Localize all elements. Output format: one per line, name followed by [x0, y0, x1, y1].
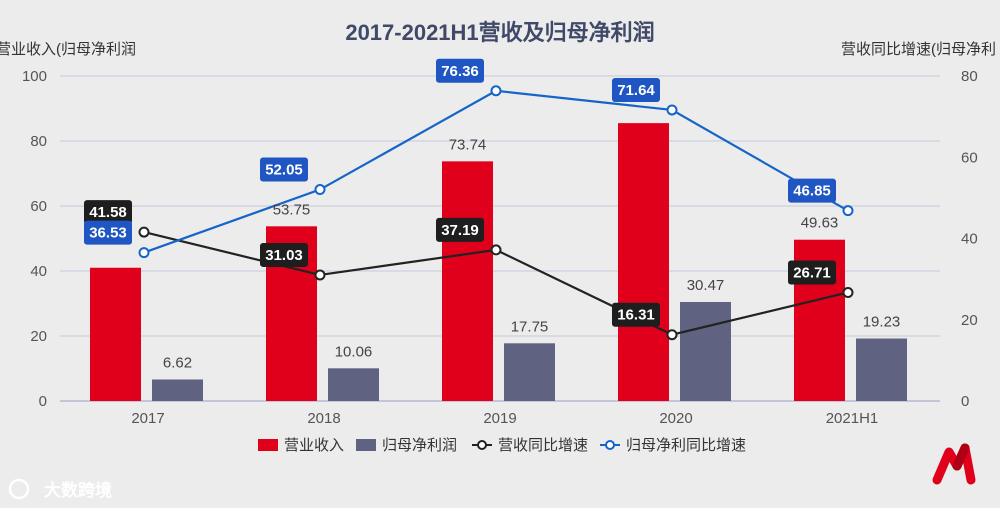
net-profit-value-label: 10.06 [335, 343, 373, 360]
net-profit-bar [856, 338, 907, 401]
profit-growth-line [143, 89, 849, 254]
gridlines [60, 75, 940, 402]
profit-growth-marker [490, 85, 502, 97]
revenue-growth-badge-text: 37.19 [441, 222, 479, 239]
x-category-label: 2018 [307, 410, 340, 427]
left-axis-ticks: 0 20 40 60 80 100 [22, 68, 47, 410]
profit-growth-badge-text: 52.05 [265, 162, 303, 179]
legend-swatch-bar [258, 439, 278, 451]
net-profit-value-label: 19.23 [863, 314, 901, 331]
right-tick-label: 60 [961, 149, 978, 166]
revenue-growth-badge-text: 41.58 [89, 204, 127, 221]
revenue-bar [442, 161, 493, 401]
legend-swatch-bar [356, 439, 376, 451]
watermark-text: 大数跨境 [44, 480, 112, 500]
chart-title: 2017-2021H1营收及归母净利润 [345, 20, 654, 45]
net-profit-bar [504, 343, 555, 401]
profit-growth-marker [138, 247, 150, 259]
right-axis-title: 营收同比增速(归母净利 [841, 41, 996, 58]
revenue-growth-marker [314, 269, 326, 281]
profit-growth-badge [436, 58, 484, 83]
profit-growth-badge-text: 46.85 [793, 183, 831, 200]
right-tick-label: 20 [961, 312, 978, 329]
left-tick-label: 60 [30, 198, 47, 215]
net-profit-bar [680, 301, 731, 401]
net-profit-value-label: 17.75 [511, 318, 549, 335]
legend: 营业收入 归母净利润 营收同比增速 归母净利同比增速 [258, 437, 746, 454]
revenue-growth-marker [490, 244, 502, 256]
legend-label: 归母净利润 [382, 437, 457, 454]
x-axis-categories: 2017 2018 2019 2020 2021H1 [131, 410, 878, 427]
right-axis-ticks: 0 20 40 60 80 [961, 68, 978, 410]
revenue-growth-badge [84, 200, 132, 225]
revenue-growth-marker [842, 286, 854, 298]
legend-swatch-marker [477, 440, 487, 450]
profit-growth-marker [314, 184, 326, 196]
revenue-value-label: 53.75 [273, 201, 311, 218]
line-series [138, 85, 854, 341]
revenue-value-label: 49.63 [801, 215, 839, 232]
data-labels: 53.75 73.74 49.63 6.62 10.06 17.75 30.47 19.23 4… [84, 58, 901, 371]
revenue-growth-badge [260, 242, 308, 267]
legend-label: 归母净利同比增速 [626, 437, 746, 454]
watermark-icon [8, 478, 30, 500]
profit-growth-badge [260, 157, 308, 182]
right-tick-label: 40 [961, 231, 978, 248]
legend-label: 营收同比增速 [498, 437, 588, 454]
profit-growth-badge [612, 77, 660, 102]
revenue-growth-badge-text: 16.31 [617, 307, 655, 324]
revenue-growth-marker [138, 226, 150, 238]
profit-growth-badge-text: 76.36 [441, 63, 479, 80]
left-tick-label: 20 [30, 328, 47, 345]
profit-growth-marker [842, 205, 854, 217]
net-profit-bar [152, 379, 203, 401]
revenue-bar [618, 123, 669, 401]
profit-growth-badge-text: 71.64 [617, 82, 655, 99]
revenue-growth-badge [436, 217, 484, 242]
legend-swatch-marker [605, 440, 615, 450]
profit-growth-badge [788, 178, 836, 203]
watermark: 大数跨境 [8, 478, 112, 500]
profit-growth-marker [666, 104, 678, 116]
net-profit-value-label: 30.47 [687, 277, 725, 294]
left-tick-label: 40 [30, 263, 47, 280]
right-tick-label: 0 [961, 393, 969, 410]
net-profit-bar [328, 368, 379, 401]
revenue-growth-badge [612, 302, 660, 327]
profit-growth-badge-text: 36.53 [89, 225, 127, 242]
left-tick-label: 0 [39, 393, 47, 410]
net-profit-value-label: 6.62 [163, 354, 192, 371]
x-category-label: 2021H1 [826, 410, 879, 427]
bar-series [90, 123, 907, 401]
revenue-growth-marker [666, 329, 678, 341]
revenue-growth-badge [788, 260, 836, 285]
revenue-bar [90, 267, 141, 401]
x-category-label: 2020 [659, 410, 692, 427]
revenue-value-label: 73.74 [449, 136, 487, 153]
logo-dark-stroke [952, 443, 970, 471]
revenue-growth-badge-text: 31.03 [265, 247, 303, 264]
left-tick-label: 100 [22, 68, 47, 85]
revenue-growth-badge-text: 26.71 [793, 264, 831, 281]
left-axis-title: 营业收入(归母净利润 [0, 41, 136, 58]
left-tick-label: 80 [30, 133, 47, 150]
x-category-label: 2019 [483, 410, 516, 427]
brand-logo [932, 443, 976, 485]
legend-label: 营业收入 [284, 437, 344, 454]
right-tick-label: 80 [961, 68, 978, 85]
profit-growth-badge [84, 220, 132, 245]
x-category-label: 2017 [131, 410, 164, 427]
